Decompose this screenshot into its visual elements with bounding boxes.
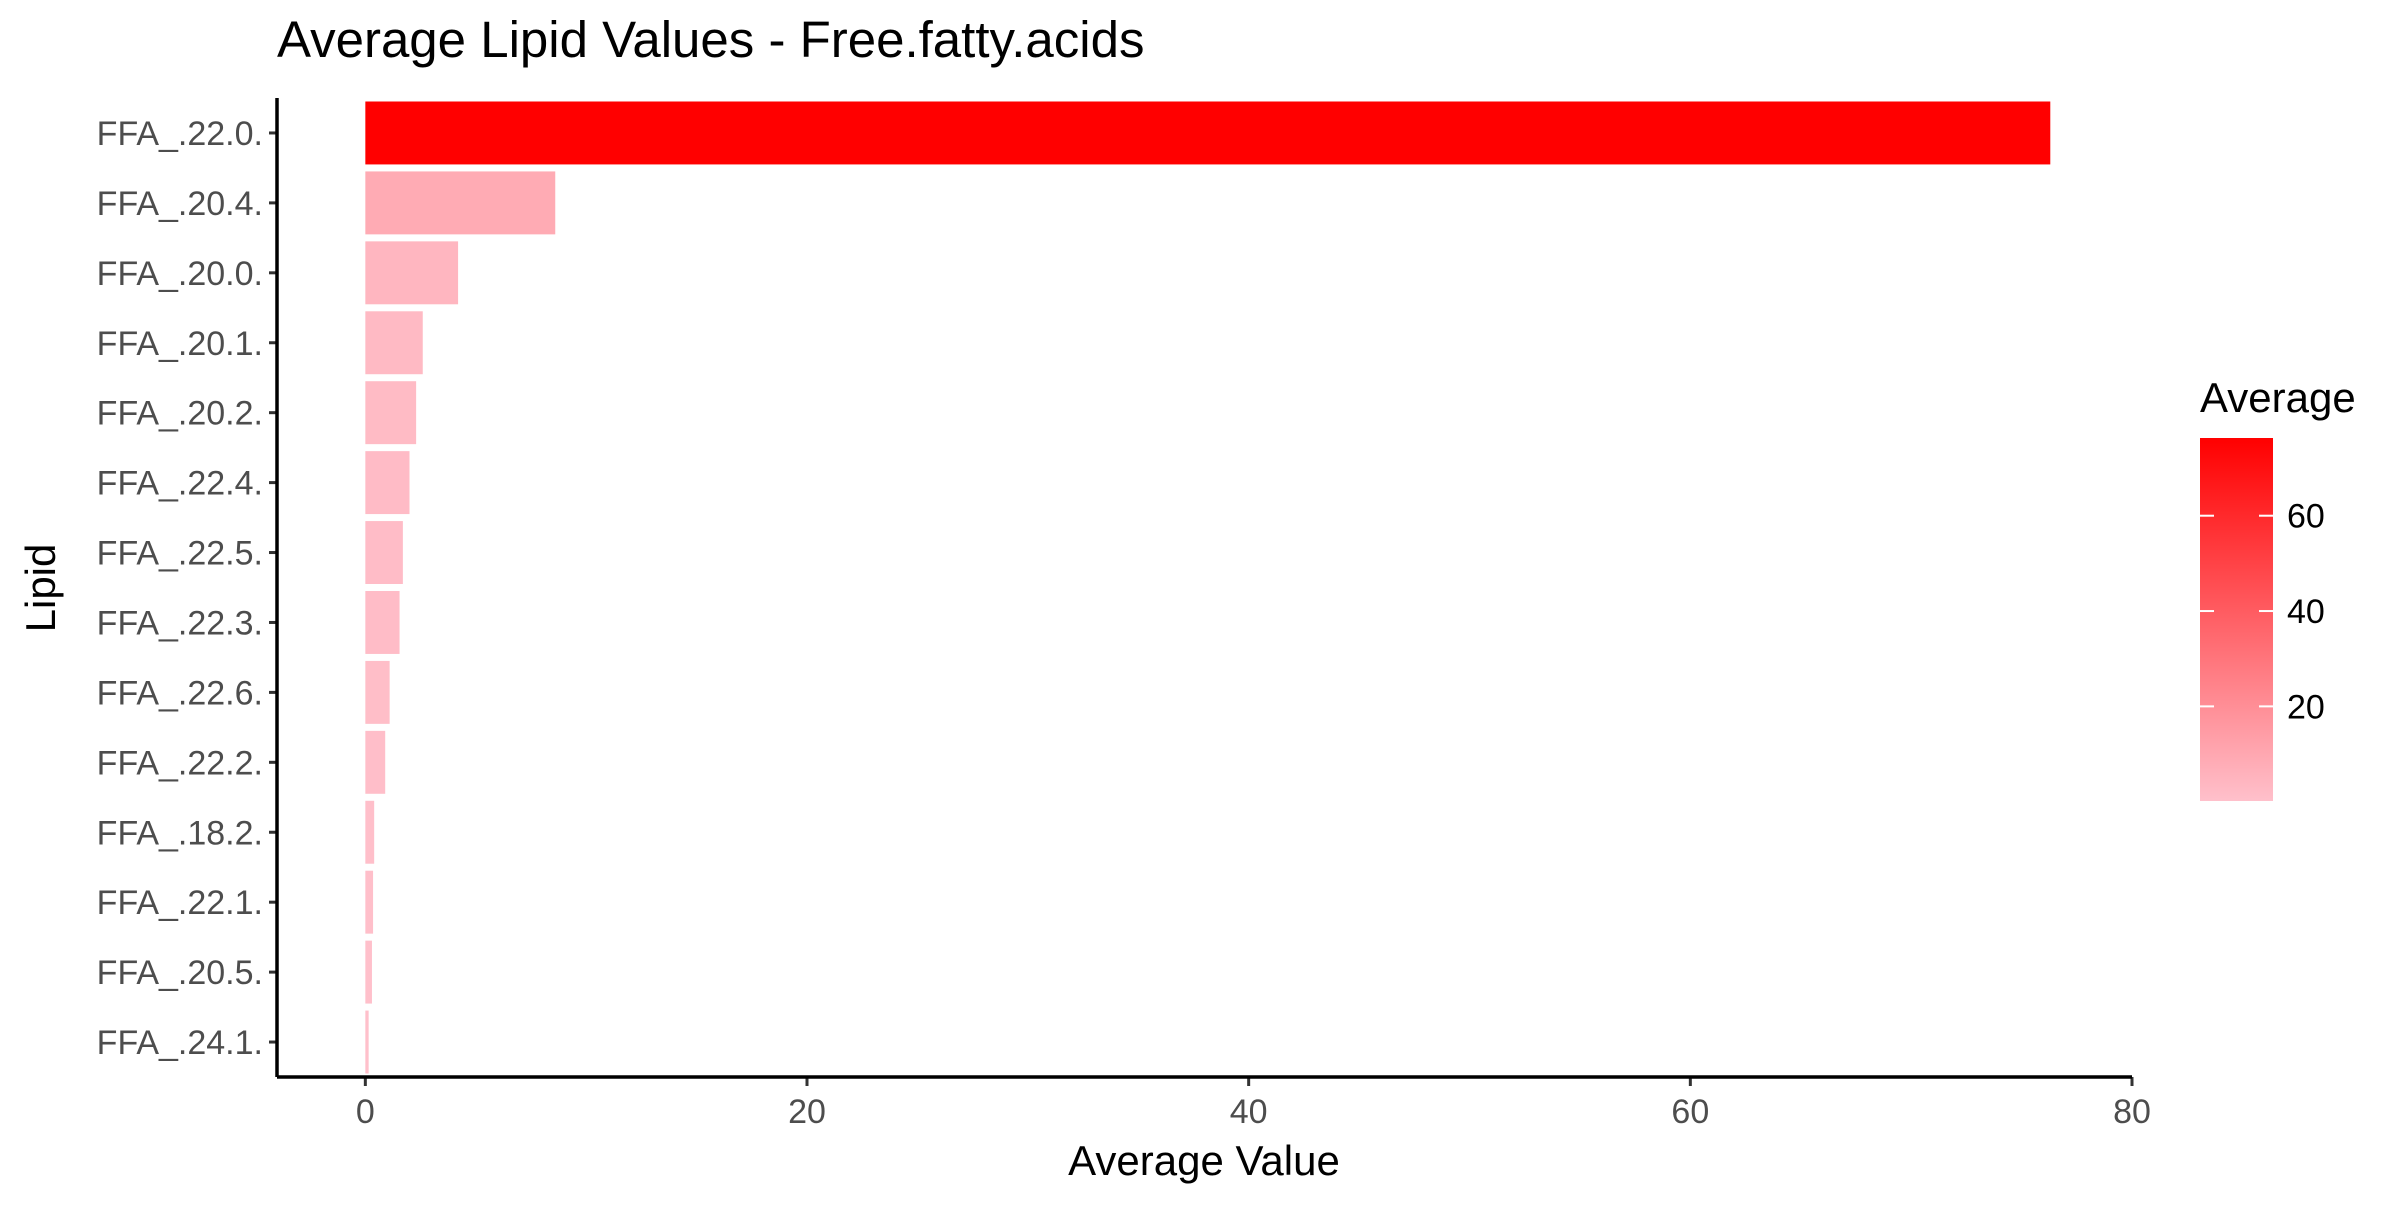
bars-group (365, 101, 2051, 1074)
legend-tick-label: 40 (2287, 593, 2325, 631)
legend: Average 20 40 60 (2200, 374, 2356, 801)
x-tick-label: 40 (1230, 1093, 1268, 1131)
x-axis-label: Average Value (1068, 1137, 1340, 1184)
y-tick-label: FFA_.22.0. (97, 115, 263, 153)
bar-FFA_.20.2. (365, 381, 417, 445)
bar-FFA_.20.0. (365, 241, 459, 305)
bar-FFA_.22.2. (365, 730, 386, 794)
y-axis-ticks: FFA_.22.0. FFA_.20.4. FFA_.20.0. FFA_.20.1.… (97, 115, 277, 1062)
chart-title: Average Lipid Values - Free.fatty.acids (277, 11, 1144, 68)
legend-colorbar (2200, 438, 2273, 801)
legend-tick-label: 20 (2287, 688, 2325, 726)
y-tick-label: FFA_.24.1. (97, 1024, 263, 1062)
y-tick-label: FFA_.22.3. (97, 604, 263, 642)
y-tick-label: FFA_.20.0. (97, 255, 263, 293)
bar-FFA_.22.6. (365, 660, 390, 724)
y-tick-label: FFA_.20.1. (97, 325, 263, 363)
bar-FFA_.22.4. (365, 451, 410, 515)
x-tick-label: 80 (2113, 1093, 2151, 1131)
bar-FFA_.22.3. (365, 590, 400, 654)
x-tick-label: 20 (788, 1093, 826, 1131)
legend-ticks: 20 40 60 (2200, 498, 2325, 726)
bar-FFA_.22.1. (365, 870, 374, 934)
y-tick-label: FFA_.22.1. (97, 884, 263, 922)
y-tick-label: FFA_.22.5. (97, 535, 263, 573)
x-tick-label: 60 (1671, 1093, 1709, 1131)
y-axis-label: Lipid (17, 544, 64, 633)
y-tick-label: FFA_.22.4. (97, 465, 263, 503)
bar-FFA_.20.4. (365, 171, 556, 235)
y-tick-label: FFA_.20.2. (97, 395, 263, 433)
y-tick-label: FFA_.22.6. (97, 674, 263, 712)
bar-FFA_.22.0. (365, 101, 2051, 165)
x-tick-label: 0 (356, 1093, 375, 1131)
bar-FFA_.20.1. (365, 311, 423, 375)
bar-FFA_.20.5. (365, 940, 372, 1004)
y-tick-label: FFA_.20.5. (97, 954, 263, 992)
y-tick-label: FFA_.20.4. (97, 185, 263, 223)
bar-FFA_.18.2. (365, 800, 375, 864)
legend-tick-label: 60 (2287, 498, 2325, 536)
x-axis-ticks: 0 20 40 60 80 (356, 1077, 2151, 1131)
y-tick-label: FFA_.18.2. (97, 814, 263, 852)
bar-FFA_.24.1. (365, 1010, 369, 1074)
y-tick-label: FFA_.22.2. (97, 744, 263, 782)
legend-title: Average (2200, 374, 2356, 421)
bar-FFA_.22.5. (365, 521, 403, 585)
